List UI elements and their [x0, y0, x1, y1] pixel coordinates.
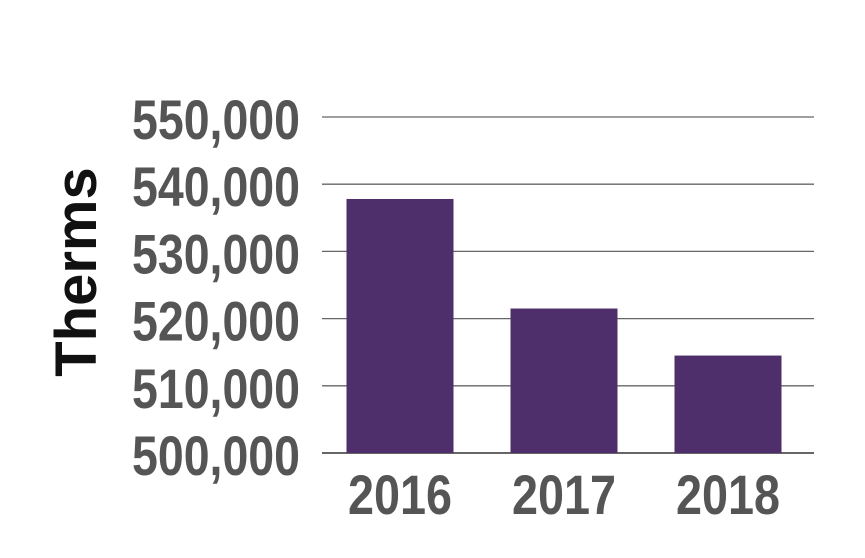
y-tick-label: 550,000 — [132, 88, 300, 151]
x-tick-label-2018: 2018 — [676, 463, 780, 526]
bar-2017 — [510, 308, 618, 453]
x-tick-label-2017: 2017 — [512, 463, 616, 526]
x-tick-label-2016: 2016 — [348, 463, 452, 526]
y-tick-label: 510,000 — [132, 357, 300, 420]
y-tick-label: 530,000 — [132, 222, 300, 285]
y-tick-label: 520,000 — [132, 290, 300, 353]
y-tick-labels: 500,000510,000520,000530,000540,000550,0… — [132, 88, 300, 487]
bar-2018 — [674, 355, 782, 453]
y-tick-label: 540,000 — [132, 155, 300, 218]
bar-2016 — [346, 198, 454, 453]
y-tick-label: 500,000 — [132, 424, 300, 487]
x-tick-labels: 2016 2017 2018 — [348, 463, 780, 526]
bars — [346, 198, 782, 453]
y-axis-title: Therms — [44, 167, 109, 377]
